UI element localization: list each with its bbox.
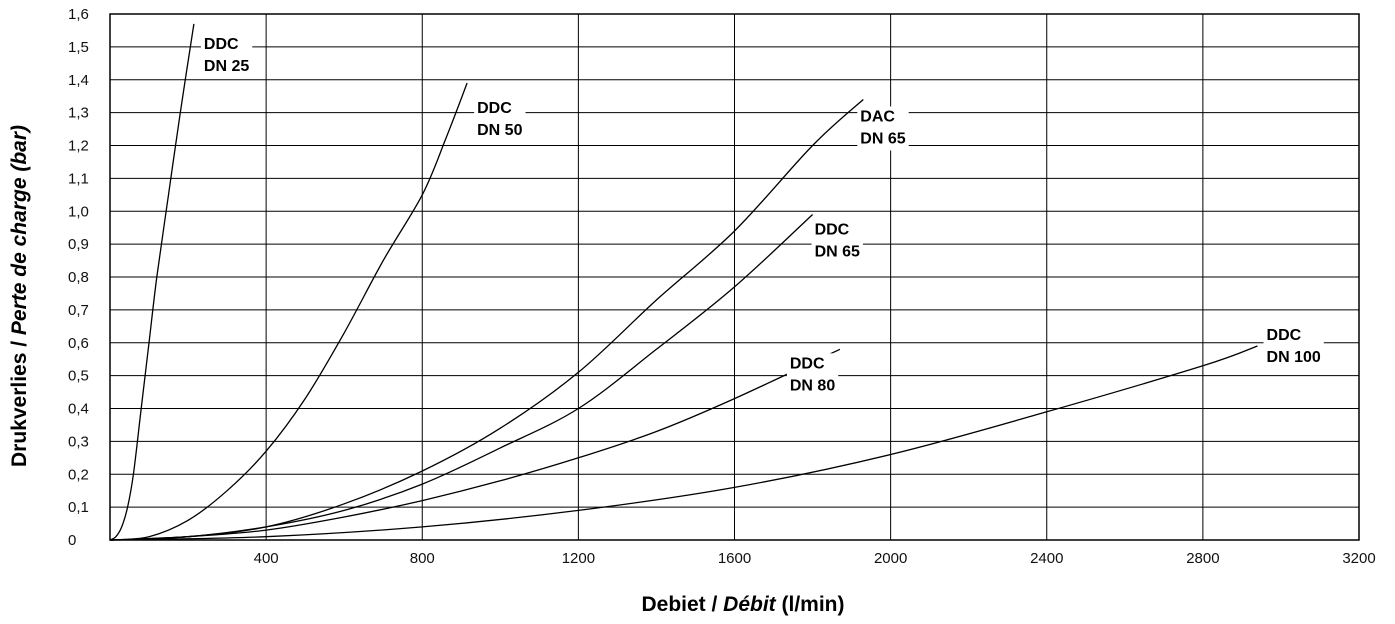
y-tick-label: 0,5 [68,368,89,385]
curve-label-line: DN 25 [204,58,249,75]
curve-label-background [857,106,909,151]
y-tick-label: 0,8 [68,269,89,286]
y-axis-title-part1: Drukverlies / [8,335,31,467]
x-tick-label: 2000 [874,550,907,567]
y-tick-label: 1,3 [68,105,89,122]
x-tick-label: 800 [410,550,435,567]
curve-label-line: DDC [477,100,512,117]
y-tick-label: 1,2 [68,138,89,155]
curve-label-background [811,219,863,264]
curve-label-line: DDC [204,36,239,53]
curve-label-line: DDC [815,222,850,239]
curve-ddc-dn-50 [109,82,468,541]
curve-label-ddc-dn-80: DDC DN 80 [786,353,839,398]
y-tick-label: 0,6 [68,335,89,352]
y-tick-label: 0,7 [68,302,89,319]
curve-label-background [474,98,526,143]
y-tick-label: 1,6 [68,6,89,23]
curve-ddc-dn-65 [109,214,814,541]
curve-label-ddc-dn-65: DDC DN 65 [811,219,863,264]
curve-label-dac-dn-65: DAC DN 65 [857,106,909,151]
x-tick-label: 400 [254,550,279,567]
x-tick-label: 2800 [1186,550,1219,567]
x-tick-label: 2400 [1030,550,1063,567]
curve-label-ddc-dn-50: DDC DN 50 [474,98,526,143]
y-tick-label: 0,1 [68,499,89,516]
curve-label-line: DAC [860,108,895,125]
x-axis-title-part3: (l/min) [776,593,845,616]
x-axis-title-part1: Debiet / [641,593,723,616]
y-tick-label: 1,4 [68,72,89,89]
curve-label-ddc-dn-100: DDC DN 100 [1263,325,1324,370]
y-tick-label: 0,2 [68,466,89,483]
curve-label-ddc-dn-25: DDC DN 25 [200,33,253,78]
curve-label-line: DN 50 [477,122,522,139]
x-tick-label: 3200 [1342,550,1375,567]
y-tick-label: 0,3 [68,433,89,450]
curve-ddc-dn-80 [109,348,841,541]
curve-ddc-dn-25 [109,23,195,541]
curves [109,23,1258,541]
x-tick-label: 1600 [718,550,751,567]
y-tick-label: 0,9 [68,236,89,253]
x-tick-label: 1200 [562,550,595,567]
curve-label-line: DN 65 [860,130,905,147]
x-axis-title: Debiet / Débit (l/min) [641,593,844,616]
curve-ddc-dn-100 [109,345,1258,541]
curve-label-background [1263,325,1324,370]
curve-label-line: DDC [790,355,825,372]
curve-label-line: DN 100 [1267,349,1321,366]
curve-label-background [200,33,253,78]
curve-labels: DDC DN 25 DDC DN 50 DAC DN 65 DDC DN 65 DDC DN 80… [200,33,1324,398]
curve-label-line: DDC [1267,327,1302,344]
curve-label-line: DN 80 [790,377,835,394]
y-tick-label: 1,1 [68,170,89,187]
y-tick-label: 0,4 [68,401,89,418]
curve-label-background [786,353,839,398]
y-tick-label: 1,0 [68,203,89,220]
y-axis-title: Drukverlies / Perte de charge (bar) [8,125,31,467]
x-axis-title-part2: Débit [723,593,777,616]
grid [110,14,1359,540]
y-tick-label: 1,5 [68,39,89,56]
y-tick-label: 0 [68,532,76,549]
curve-label-line: DN 65 [815,244,860,261]
y-axis-title-part2: Perte de charge (bar) [8,125,31,335]
tick-labels: 0 0,1 0,2 0,3 0,4 0,5 0,6 0,7 0,8 0,9 1,0 1,1 1,2 1,3… [68,6,1376,567]
plot-frame [109,13,1360,541]
